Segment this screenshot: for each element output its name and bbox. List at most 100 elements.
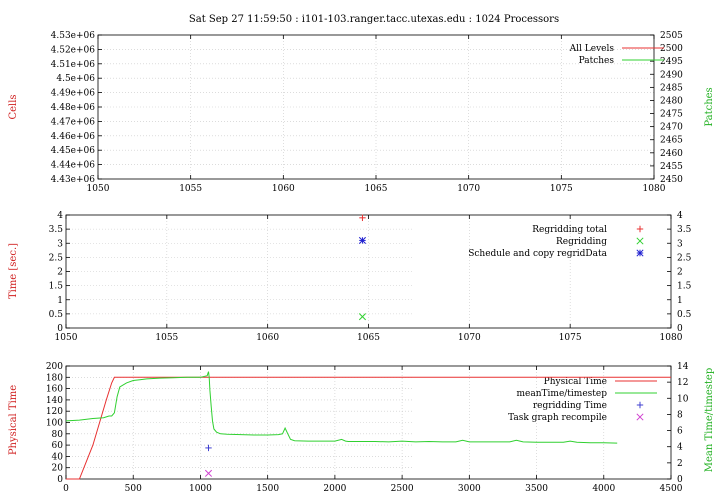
y-tick-label: 4.51e+06 <box>51 60 96 70</box>
y-tick-label: 4.49e+06 <box>51 89 96 99</box>
x-tick-label: 500 <box>125 484 142 494</box>
y-tick-label: 4.48e+06 <box>51 103 96 113</box>
x-tick-label: 1070 <box>457 184 480 194</box>
y-tick-label: 4.45e+06 <box>51 146 96 156</box>
y-tick-label: 0.5 <box>49 310 64 320</box>
x-tick-label: 2500 <box>391 484 414 494</box>
y2-tick-label: 0.5 <box>677 310 692 320</box>
y-tick-label: 4.43e+06 <box>51 175 96 185</box>
y2-tick-label: 0 <box>677 324 683 334</box>
y-tick-label: 4.53e+06 <box>51 31 96 41</box>
x-tick-label: 1070 <box>458 333 481 343</box>
y-tick-label: 40 <box>52 452 64 462</box>
x-tick-label: 1080 <box>643 184 666 194</box>
x-tick-label: 4500 <box>660 484 683 494</box>
legend-label-physical-time: Physical Time <box>544 377 607 387</box>
cells-patches-panel: 1050 1055 1060 1065 1070 1075 1080 4.43e+06 4.44… <box>51 31 684 194</box>
y-tick-label: 180 <box>46 373 63 383</box>
y-tick-label: 3 <box>57 239 63 249</box>
y-tick-label: 4.47e+06 <box>51 117 96 127</box>
y2-tick-label: 2.5 <box>677 253 692 263</box>
x-tick-label: 1500 <box>256 484 279 494</box>
legend-label-regridding-time: regridding Time <box>533 401 607 411</box>
y2-tick-label: 2485 <box>660 83 683 93</box>
y-tick-label: 2 <box>57 268 63 278</box>
y2-tick-label: 1 <box>677 296 683 306</box>
y2-tick-label: 2 <box>677 268 683 278</box>
y-tick-label: 80 <box>52 430 64 440</box>
x-tick-label: 1050 <box>87 184 110 194</box>
y2-tick-label: 2455 <box>660 162 683 172</box>
x-tick-label: 1075 <box>550 184 573 194</box>
y2-tick-label: 10 <box>677 394 689 404</box>
y-tick-label: 60 <box>52 441 64 451</box>
y-tick-label: 2.5 <box>49 253 64 263</box>
y2-tick-label: 2480 <box>660 96 683 106</box>
series-line-physical-time <box>66 376 671 480</box>
x-tick-label: 3500 <box>525 484 548 494</box>
x-tick-label: 1080 <box>660 333 683 343</box>
y-tick-label: 100 <box>46 419 63 429</box>
regrid-time-panel: 1050 1055 1060 1065 1070 1075 108000.511.522.5… <box>49 211 692 343</box>
legend-label-schedule-and-copy-regriddata: Schedule and copy regridData <box>468 249 607 259</box>
x-tick-label: 4000 <box>592 484 615 494</box>
y2-tick-label: 2465 <box>660 136 683 146</box>
y2-tick-label: 2450 <box>660 175 683 185</box>
y2-tick-label: 4 <box>677 443 683 453</box>
x-tick-label: 3000 <box>458 484 481 494</box>
x-tick-label: 2000 <box>323 484 346 494</box>
y-tick-label: 0 <box>57 475 63 485</box>
legend-label-task-graph-recompile: Task graph recompile <box>508 413 607 423</box>
legend-label-meantime-timestep: meanTime/timestep <box>517 389 608 399</box>
y2-tick-label: 2495 <box>660 57 683 67</box>
y2-tick-label: 4 <box>677 211 683 221</box>
y-tick-label: 4.44e+06 <box>51 161 96 171</box>
y-tick-label: 0 <box>57 324 63 334</box>
legend-marker-regridding-d2 <box>636 237 644 245</box>
panel0-y2label: Patches <box>704 87 715 126</box>
y-tick-label: 1.5 <box>49 282 64 292</box>
y2-tick-label: 2500 <box>660 44 683 54</box>
panel2-ylabel: Physical Time <box>8 385 19 455</box>
point-schedule-and-copy-regriddata-d2 <box>358 236 367 244</box>
panel2-y2label: Mean Time/timestep <box>704 368 715 472</box>
legend-label-all-levels: All Levels <box>569 44 615 54</box>
physical-time-panel: 0 500 1000 1500 2000 2500 3000 3500 4000 45000204… <box>46 362 689 494</box>
x-tick-label: 0 <box>63 484 69 494</box>
y-tick-label: 120 <box>46 407 63 417</box>
point-task-graph-recompile-d2 <box>204 469 213 477</box>
y2-tick-label: 1.5 <box>677 282 692 292</box>
y2-tick-label: 2490 <box>660 70 683 80</box>
x-tick-label: 1055 <box>155 333 178 343</box>
y-tick-label: 4.52e+06 <box>51 45 96 55</box>
x-tick-label: 1060 <box>272 184 295 194</box>
y2-tick-label: 2505 <box>660 31 683 41</box>
legend-marker-task-graph-recompile-d2 <box>636 413 644 421</box>
y-tick-label: 1 <box>57 296 63 306</box>
x-tick-label: 1065 <box>357 333 380 343</box>
y-tick-label: 4.5e+06 <box>56 74 95 84</box>
y2-tick-label: 3 <box>677 239 683 249</box>
y-tick-label: 200 <box>46 362 63 372</box>
x-tick-label: 1050 <box>55 333 78 343</box>
y2-tick-label: 2470 <box>660 123 683 133</box>
legend-marker-schedule-and-copy-regriddata-d2 <box>636 249 644 257</box>
y-tick-label: 3.5 <box>49 225 64 235</box>
legend-label-regridding: Regridding <box>556 237 607 247</box>
panel1-ylabel: Time [sec.] <box>8 243 19 299</box>
x-tick-label: 1000 <box>189 484 212 494</box>
y2-tick-label: 2475 <box>660 110 683 120</box>
y2-tick-label: 0 <box>677 475 683 485</box>
x-tick-label: 1060 <box>256 333 279 343</box>
legend-label-regridding-total: Regridding total <box>532 225 607 235</box>
y2-tick-label: 12 <box>677 378 688 388</box>
legend-label-patches: Patches <box>579 56 615 66</box>
y-tick-label: 4 <box>57 211 63 221</box>
panel0-ylabel: Cells <box>8 94 19 119</box>
y2-tick-label: 8 <box>677 410 683 420</box>
y2-tick-label: 2460 <box>660 149 683 159</box>
y-tick-label: 160 <box>46 385 63 395</box>
y2-tick-label: 3.5 <box>677 225 692 235</box>
y2-tick-label: 14 <box>677 362 689 372</box>
